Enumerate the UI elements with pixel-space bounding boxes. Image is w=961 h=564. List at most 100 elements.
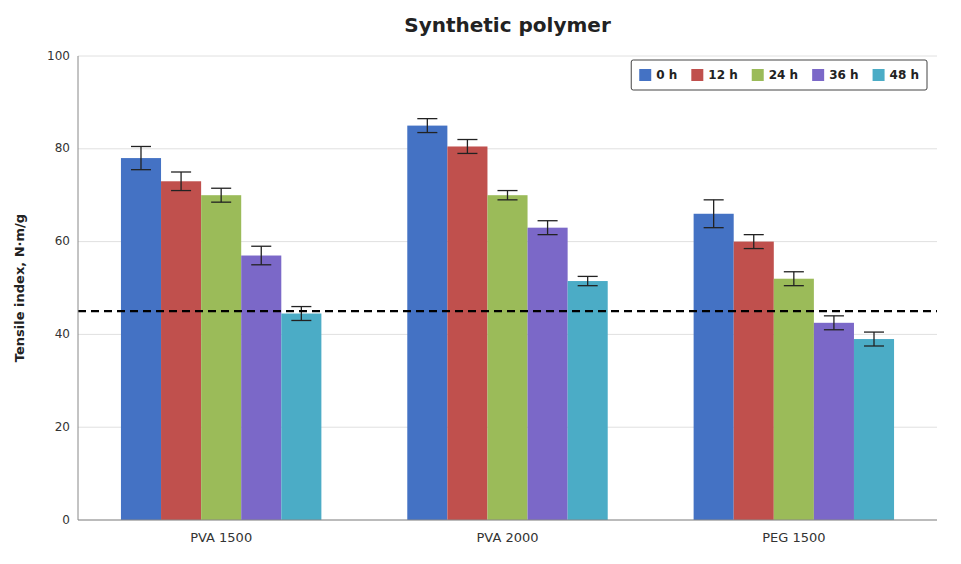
bar <box>814 323 854 520</box>
legend-item: 24 h <box>752 68 798 82</box>
error-stem <box>587 276 588 285</box>
error-bar <box>457 140 477 154</box>
plot-area <box>78 119 937 520</box>
error-cap <box>704 199 724 200</box>
bar <box>407 126 447 520</box>
grid <box>78 56 937 520</box>
x-tick-label: PVA 2000 <box>476 530 538 545</box>
series <box>161 140 774 520</box>
bar <box>161 181 201 520</box>
grid-line <box>78 56 937 57</box>
error-stem <box>221 188 222 202</box>
error-bar <box>497 191 517 200</box>
error-bar <box>417 119 437 133</box>
error-stem <box>873 332 874 346</box>
error-bar <box>864 332 884 346</box>
bar <box>201 195 241 520</box>
x-tick-label: PEG 1500 <box>762 530 825 545</box>
series <box>201 188 814 520</box>
bar <box>241 256 281 520</box>
error-cap <box>578 285 598 286</box>
error-stem <box>261 246 262 265</box>
legend-swatch <box>812 69 824 81</box>
grid-line <box>78 148 937 149</box>
error-bar <box>171 172 191 191</box>
legend-swatch <box>691 69 703 81</box>
bar <box>854 339 894 520</box>
bar <box>734 242 774 520</box>
error-stem <box>793 272 794 286</box>
bar <box>568 281 608 520</box>
error-cap <box>291 306 311 307</box>
error-cap <box>131 146 151 147</box>
bar <box>774 279 814 520</box>
error-cap <box>497 190 517 191</box>
error-cap <box>824 329 844 330</box>
error-stem <box>753 235 754 249</box>
error-cap <box>784 271 804 272</box>
error-cap <box>251 264 271 265</box>
error-bar <box>578 276 598 285</box>
error-cap <box>131 169 151 170</box>
bar <box>694 214 734 520</box>
error-bar <box>131 146 151 169</box>
error-bar <box>824 316 844 330</box>
chart: 020406080100PVA 1500PVA 2000PEG 1500Synt… <box>0 0 961 564</box>
error-stem <box>427 119 428 133</box>
error-cap <box>538 220 558 221</box>
error-stem <box>833 316 834 330</box>
legend-label: 24 h <box>769 68 798 82</box>
error-cap <box>457 153 477 154</box>
error-stem <box>301 307 302 321</box>
error-bar <box>744 235 764 249</box>
bar <box>487 195 527 520</box>
legend-item: 48 h <box>873 68 919 82</box>
legend-swatch <box>873 69 885 81</box>
error-cap <box>824 315 844 316</box>
legend-label: 12 h <box>708 68 737 82</box>
legend-label: 48 h <box>890 68 919 82</box>
legend-swatch <box>752 69 764 81</box>
error-cap <box>784 285 804 286</box>
error-cap <box>171 171 191 172</box>
error-stem <box>547 221 548 235</box>
error-cap <box>171 190 191 191</box>
legend-label: 0 h <box>656 68 677 82</box>
error-bar <box>251 246 271 265</box>
error-cap <box>417 132 437 133</box>
series <box>121 119 734 520</box>
y-tick-label: 80 <box>55 141 70 155</box>
error-stem <box>467 140 468 154</box>
error-bar <box>211 188 231 202</box>
error-cap <box>538 234 558 235</box>
error-bar <box>784 272 804 286</box>
error-bar <box>538 221 558 235</box>
error-cap <box>211 202 231 203</box>
error-cap <box>864 345 884 346</box>
error-cap <box>744 248 764 249</box>
error-cap <box>457 139 477 140</box>
bar <box>121 158 161 520</box>
error-stem <box>140 146 141 169</box>
y-tick-label: 20 <box>55 420 70 434</box>
bar <box>447 146 487 520</box>
grid-line <box>78 520 937 521</box>
y-tick-label: 0 <box>62 513 70 527</box>
y-tick-label: 100 <box>47 49 70 63</box>
error-stem <box>713 200 714 228</box>
x-tick-label: PVA 1500 <box>190 530 252 545</box>
error-stem <box>180 172 181 191</box>
error-cap <box>291 320 311 321</box>
title: Synthetic polymer <box>404 13 611 37</box>
error-bar <box>291 307 311 321</box>
legend-label: 36 h <box>829 68 858 82</box>
y-axis-line <box>78 56 79 520</box>
y-tick-label: 40 <box>55 327 70 341</box>
error-cap <box>744 234 764 235</box>
bar <box>528 228 568 520</box>
legend-item: 12 h <box>691 68 737 82</box>
error-cap <box>417 118 437 119</box>
error-cap <box>578 276 598 277</box>
error-bar <box>704 200 724 228</box>
error-cap <box>864 331 884 332</box>
